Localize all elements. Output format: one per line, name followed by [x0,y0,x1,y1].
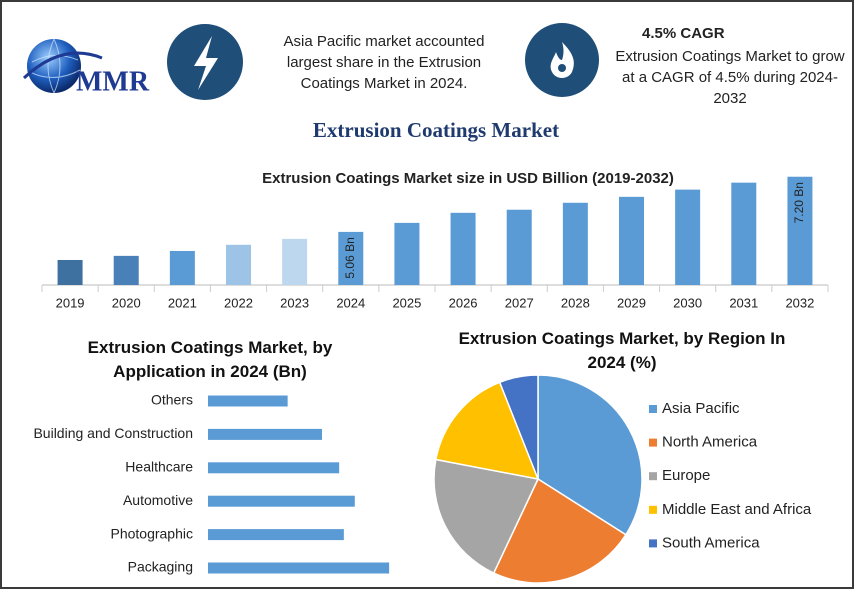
pie-slice [498,374,539,480]
x-tick-label: 2021 [168,295,197,310]
legend-swatch [649,405,657,413]
bar [208,395,288,407]
x-tick-label: 2029 [617,295,646,310]
flame-icon [550,42,574,78]
x-tick-label: 2028 [561,295,590,310]
pie-slice [433,458,540,575]
x-tick-label: 2027 [505,295,534,310]
legend-swatch [649,539,657,548]
value-label: 7.20 Bn [792,182,806,223]
logo-globe [27,39,81,93]
bar [226,244,251,285]
category-label: Automotive [123,492,193,508]
x-tick-label: 2022 [224,295,253,310]
x-tick-label: 2023 [280,295,309,310]
cagr-title: 4.5% CAGR [642,25,725,42]
chart-title: Extrusion Coatings Market, by Applicatio… [87,338,333,381]
bar [282,238,308,285]
x-tick-label: 2020 [112,295,141,310]
bar [562,202,588,285]
lightning-icon [194,36,218,90]
bar [394,222,420,285]
x-tick-label: 2031 [729,295,758,310]
bar [208,462,340,474]
bar [506,209,532,285]
bar [619,196,644,285]
x-tick-label: 2030 [673,295,702,310]
bar [675,189,701,285]
bar [787,176,813,285]
category-label: Healthcare [125,459,193,475]
pie-slice [492,477,627,584]
highlight-text: Asia Pacific market accounted largest sh… [283,33,485,92]
legend-swatch [649,505,657,514]
bar [338,231,364,285]
logo-swoosh [22,51,103,80]
x-tick-label: 2026 [449,295,478,310]
x-tick-label: 2019 [56,295,85,310]
x-tick-label: 2025 [392,295,421,310]
x-tick-label: 2032 [785,295,814,310]
bar [169,250,195,285]
value-label: 5.06 Bn [343,237,357,278]
category-label: Photographic [110,525,193,541]
legend-label: South America [662,534,760,551]
bar [57,259,83,285]
category-label: Others [151,392,193,408]
main-title: Extrusion Coatings Market [313,118,559,142]
legend-label: Middle East and Africa [662,501,812,518]
bar [208,495,355,507]
bar [208,562,390,574]
pie-slice [434,381,540,480]
flame-core [558,64,566,72]
cagr-text: Extrusion Coatings Market to grow at a C… [615,48,845,107]
chart-title: Extrusion Coatings Market, by Region In … [458,329,786,372]
logo-grid [29,38,81,94]
bar [113,255,139,285]
legend-swatch [649,472,657,481]
bar [208,529,344,541]
legend-label: North America [662,434,758,451]
bar [731,182,757,285]
category-label: Packaging [128,559,193,575]
legend-swatch [649,438,657,447]
category-label: Building and Construction [33,425,193,441]
x-tick-label: 2024 [336,295,365,310]
legend-label: Europe [662,467,710,484]
bar [450,212,476,285]
chart-title: Extrusion Coatings Market size in USD Bi… [262,170,674,187]
bar [208,428,322,440]
legend-label: Asia Pacific [662,400,740,417]
logo-text: MMR [76,66,150,97]
